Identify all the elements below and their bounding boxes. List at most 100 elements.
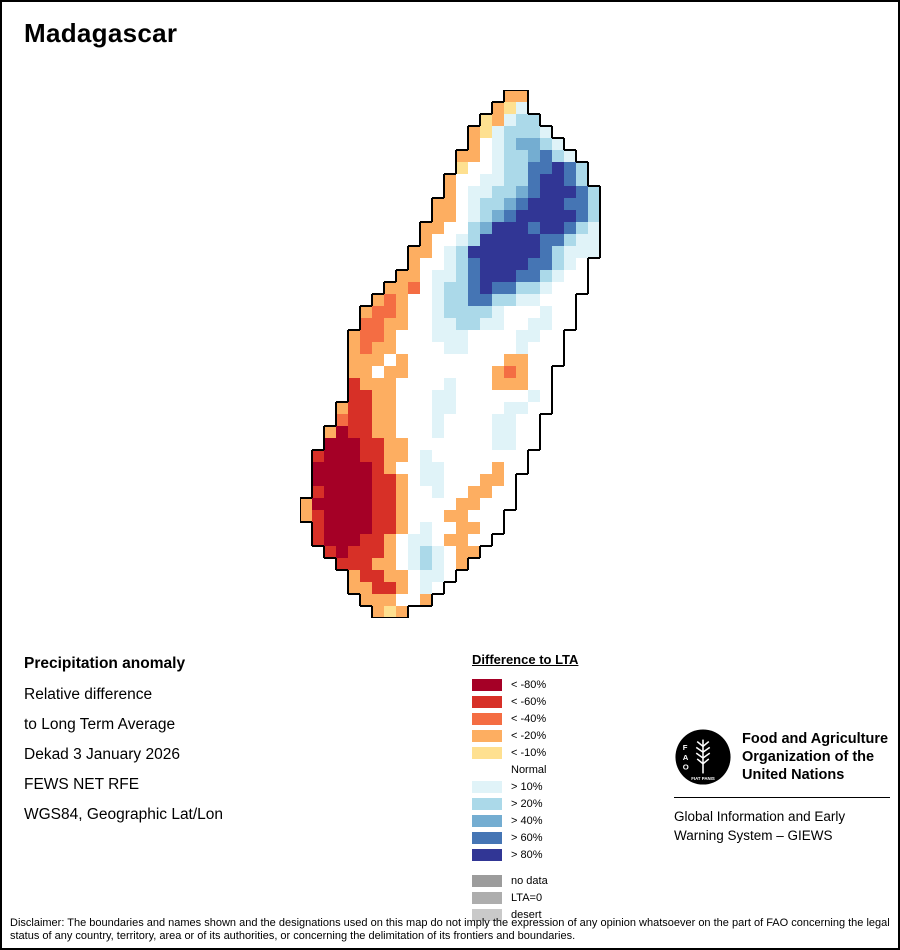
- map-cell: [372, 390, 384, 402]
- map-cell: [516, 438, 528, 450]
- map-cell: [432, 234, 444, 246]
- map-cell: [504, 318, 516, 330]
- map-cell: [456, 246, 468, 258]
- map-cell: [396, 522, 408, 534]
- map-cell: [360, 486, 372, 498]
- map-cell: [444, 390, 456, 402]
- map-cell: [492, 222, 504, 234]
- map-cell: [480, 402, 492, 414]
- map-cell: [492, 150, 504, 162]
- map-cell: [456, 354, 468, 366]
- map-cell: [540, 282, 552, 294]
- legend-swatch: [472, 695, 502, 708]
- map-cell: [444, 198, 456, 210]
- map-cell: [516, 198, 528, 210]
- map-cell: [408, 306, 420, 318]
- map-cell: [492, 294, 504, 306]
- map-cell: [408, 474, 420, 486]
- map-cell: [492, 186, 504, 198]
- map-cell: [324, 462, 336, 474]
- map-cell: [480, 534, 492, 546]
- map-cell: [516, 162, 528, 174]
- map-cell: [444, 522, 456, 534]
- map-cell: [588, 198, 600, 210]
- map-cell: [480, 222, 492, 234]
- map-cell: [432, 462, 444, 474]
- map-cell: [396, 426, 408, 438]
- map-cell: [360, 462, 372, 474]
- map-cell: [372, 570, 384, 582]
- legend-swatch: [472, 848, 502, 861]
- legend-item: > 20%: [472, 795, 578, 812]
- map-cell: [336, 510, 348, 522]
- map-cell: [540, 234, 552, 246]
- map-cell: [468, 390, 480, 402]
- map-cell: [516, 318, 528, 330]
- map-cell: [528, 402, 540, 414]
- legend-swatch: [472, 678, 502, 691]
- map-cell: [528, 258, 540, 270]
- map-cell: [516, 210, 528, 222]
- map-cell: [480, 246, 492, 258]
- map-cell: [504, 498, 516, 510]
- map-cell: [396, 402, 408, 414]
- map-cell: [348, 498, 360, 510]
- map-cell: [552, 234, 564, 246]
- map-cell: [420, 378, 432, 390]
- fao-org-line: United Nations: [742, 767, 845, 783]
- map-cell: [492, 402, 504, 414]
- map-cell: [408, 426, 420, 438]
- map-cell: [552, 210, 564, 222]
- map-cell: [384, 582, 396, 594]
- map-cell: [516, 426, 528, 438]
- legend-item: < -10%: [472, 744, 578, 761]
- map-cell: [468, 414, 480, 426]
- map-cell: [432, 282, 444, 294]
- info-heading: Precipitation anomaly: [24, 655, 186, 672]
- map-cell: [480, 270, 492, 282]
- map-cell: [528, 162, 540, 174]
- map-cell: [372, 318, 384, 330]
- map-cell: [456, 234, 468, 246]
- map-cell: [492, 270, 504, 282]
- map-cell: [348, 546, 360, 558]
- map-cell: [384, 402, 396, 414]
- map-cell: [528, 246, 540, 258]
- map-cell: [360, 426, 372, 438]
- map-cell: [540, 210, 552, 222]
- map-cell: [336, 414, 348, 426]
- map-cell: [540, 354, 552, 366]
- map-cell: [396, 450, 408, 462]
- map-cell: [396, 594, 408, 606]
- map-cell: [396, 378, 408, 390]
- map-cell: [468, 522, 480, 534]
- map-cell: [384, 450, 396, 462]
- map-cell: [480, 114, 492, 126]
- map-cell: [444, 438, 456, 450]
- map-cell: [396, 498, 408, 510]
- map-cell: [348, 342, 360, 354]
- map-cell: [468, 462, 480, 474]
- map-cell: [528, 270, 540, 282]
- legend-title: Difference to LTA: [472, 652, 579, 667]
- map-info-block: Precipitation anomaly Relative differenc…: [24, 655, 223, 836]
- map-cell: [372, 342, 384, 354]
- map-cell: [408, 498, 420, 510]
- map-cell: [540, 366, 552, 378]
- map-cell: [408, 450, 420, 462]
- map-cell: [552, 222, 564, 234]
- map-cell: [492, 114, 504, 126]
- map-cell: [336, 438, 348, 450]
- map-cell: [420, 510, 432, 522]
- map-cell: [360, 594, 372, 606]
- map-cell: [492, 162, 504, 174]
- map-cell: [552, 330, 564, 342]
- map-cell: [312, 498, 324, 510]
- map-cell: [444, 222, 456, 234]
- map-cell: [480, 498, 492, 510]
- map-cell: [396, 366, 408, 378]
- map-cell: [540, 306, 552, 318]
- map-cell: [348, 486, 360, 498]
- legend-swatch: [472, 763, 502, 776]
- map-cell: [468, 270, 480, 282]
